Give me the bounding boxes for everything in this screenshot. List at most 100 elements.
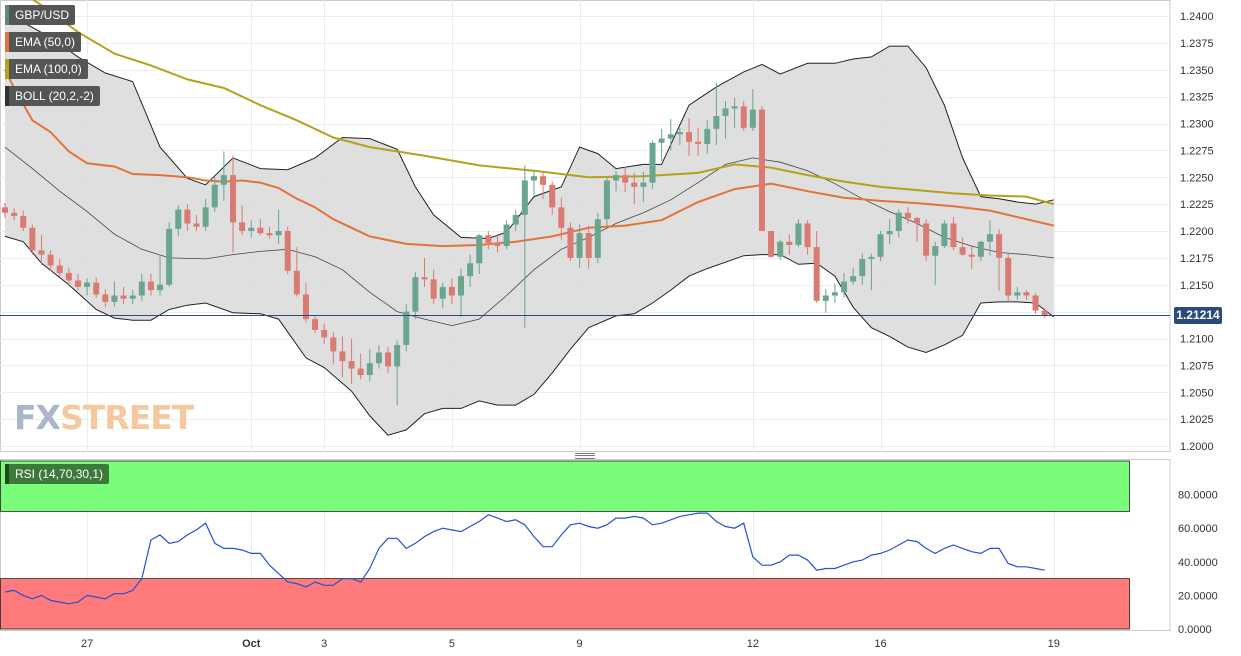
candle-body <box>731 106 738 109</box>
candle <box>467 254 474 287</box>
candle-body <box>394 344 401 367</box>
price-tick-label: 1.2400 <box>1180 11 1214 23</box>
candle <box>239 205 246 236</box>
candle-body <box>74 280 81 287</box>
candle <box>603 177 610 226</box>
candle-body <box>977 241 984 257</box>
candle <box>448 278 455 305</box>
candle <box>886 219 893 244</box>
candle <box>202 198 209 231</box>
candle <box>558 197 565 240</box>
candle-body <box>421 277 428 280</box>
candle-body <box>412 277 419 312</box>
candle <box>111 281 118 307</box>
legend-swatch <box>5 464 9 484</box>
candle-body <box>613 175 620 181</box>
candle-body <box>193 223 200 227</box>
candle-body <box>968 254 975 257</box>
candle-body <box>923 223 930 256</box>
legend-ema-50[interactable]: EMA (50,0) <box>5 32 82 52</box>
price-tick-label: 1.2375 <box>1180 38 1214 50</box>
candle <box>330 332 337 365</box>
panel-resize-handle[interactable] <box>575 453 595 459</box>
candle-body <box>65 272 72 281</box>
candle <box>348 338 355 384</box>
candle-body <box>950 223 957 248</box>
candle-body <box>375 352 382 364</box>
candle <box>157 254 164 296</box>
logo-part-fx: FX <box>14 398 61 437</box>
candle <box>795 219 802 248</box>
candle <box>84 278 91 296</box>
candle-body <box>640 182 647 187</box>
price-tick-label: 1.2175 <box>1180 253 1214 265</box>
candle <box>38 235 45 266</box>
candle <box>986 220 993 256</box>
candle-body <box>366 363 373 376</box>
candle <box>1005 252 1012 302</box>
logo-part-street: STREET <box>60 398 194 437</box>
candle-body <box>859 258 866 277</box>
candle <box>631 172 638 205</box>
time-tick-label: Oct <box>242 638 261 650</box>
candle-body <box>813 247 820 301</box>
legend-ema-100[interactable]: EMA (100,0) <box>5 59 88 79</box>
legend-swatch <box>5 5 9 25</box>
candle <box>138 274 145 301</box>
candle <box>731 97 738 128</box>
legend-rsi[interactable]: RSI (14,70,30,1) <box>5 464 110 484</box>
time-tick-label: 9 <box>576 638 582 650</box>
candle-body <box>321 329 328 338</box>
time-tick-label: 27 <box>81 638 93 650</box>
legend-bollinger[interactable]: BOLL (20,2,-2) <box>5 86 100 106</box>
candle <box>695 127 702 156</box>
legend-symbol[interactable]: GBP/USD <box>5 5 76 25</box>
candle <box>923 219 930 262</box>
candle <box>11 208 18 221</box>
candle <box>521 165 528 328</box>
candle-body <box>986 234 993 242</box>
candle-body <box>184 209 191 224</box>
candle-body <box>38 250 45 255</box>
fxstreet-logo: FXSTREET <box>14 398 194 437</box>
bollinger-lower-line <box>4 235 1055 436</box>
candle <box>877 231 884 262</box>
rsi-overbought-zone <box>0 460 1130 512</box>
candle-body <box>521 180 528 215</box>
candle-body <box>996 234 1003 258</box>
legend-swatch <box>5 59 9 79</box>
candle <box>375 344 382 369</box>
candle-body <box>758 109 765 231</box>
legend-ema-50-label: EMA (50,0) <box>15 35 76 49</box>
candle-body <box>239 222 246 231</box>
bollinger-middle-line <box>4 146 1054 327</box>
candle <box>640 171 647 202</box>
candle-body <box>230 175 236 223</box>
legend-swatch <box>5 32 9 52</box>
candle-body <box>93 282 100 295</box>
candle-body <box>385 352 392 367</box>
candle <box>494 235 501 253</box>
candle <box>722 100 729 139</box>
candle-body <box>220 175 227 185</box>
candle <box>768 231 775 258</box>
candle-body <box>786 241 793 245</box>
candle <box>895 209 902 238</box>
candle-body <box>111 295 118 302</box>
candle <box>740 100 747 132</box>
candle-body <box>138 281 145 296</box>
candle-body <box>695 141 702 144</box>
price-tick-label: 1.2300 <box>1180 119 1214 131</box>
candle-body <box>594 219 601 258</box>
bollinger-band-fill <box>5 18 1054 436</box>
candle <box>102 289 109 308</box>
candle <box>968 244 975 269</box>
time-tick-label: 5 <box>449 638 455 650</box>
time-axis: 27 Oct 3 5 9 12 16 19 <box>81 638 1060 650</box>
candle <box>230 155 236 253</box>
candle-body <box>649 142 656 183</box>
candle <box>129 290 136 305</box>
bollinger-upper-line <box>4 17 1054 240</box>
candle <box>1014 286 1021 300</box>
